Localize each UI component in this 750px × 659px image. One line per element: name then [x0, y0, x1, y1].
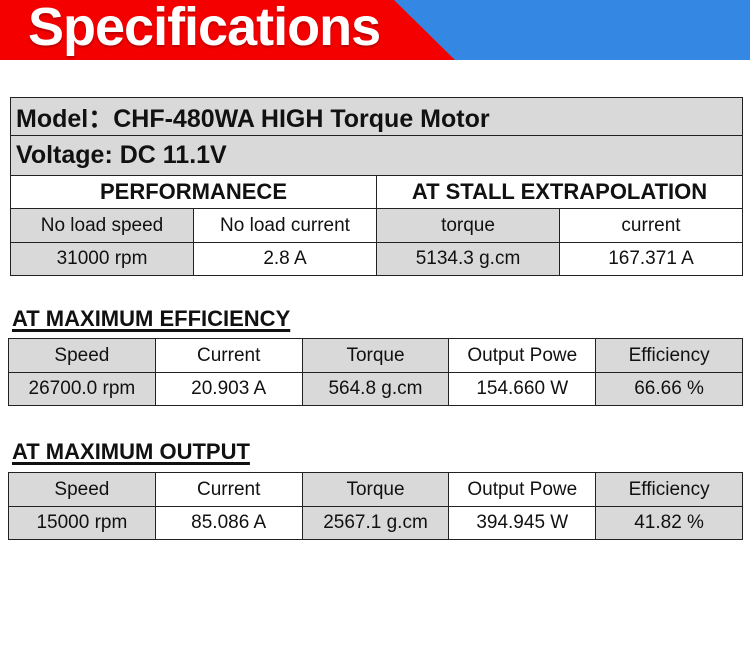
header-cell: Torque	[301, 472, 450, 507]
value-stall-current: 167.371 A	[559, 242, 743, 276]
max-output-table: Speed Current Torque Output Powe Efficie…	[8, 472, 743, 540]
label-no-load-speed: No load speed	[10, 208, 194, 243]
value-stall-torque: 5134.3 g.cm	[376, 242, 560, 276]
value-cell: 41.82 %	[595, 506, 743, 540]
model-cell: Model：CHF-480WA HIGH Torque Motor	[10, 97, 743, 136]
value-cell: 15000 rpm	[8, 506, 156, 540]
header-cell: Current	[154, 338, 303, 373]
header-cell: Speed	[8, 472, 156, 507]
header-cell: Torque	[301, 338, 450, 373]
banner: Specifications	[0, 0, 750, 60]
performance-header: PERFORMANECE	[10, 175, 377, 209]
banner-title: Specifications	[28, 0, 381, 57]
label-no-load-current: No load current	[193, 208, 377, 243]
value-no-load-speed: 31000 rpm	[10, 242, 194, 276]
voltage-cell: Voltage: DC 11.1V	[10, 135, 743, 176]
stall-header: AT STALL EXTRAPOLATION	[376, 175, 743, 209]
header-cell: Speed	[8, 338, 156, 373]
value-cell: 394.945 W	[448, 506, 597, 540]
header-cell: Current	[154, 472, 303, 507]
value-no-load-current: 2.8 A	[193, 242, 377, 276]
value-cell: 154.660 W	[448, 372, 597, 406]
value-cell: 2567.1 g.cm	[301, 506, 450, 540]
value-cell: 85.086 A	[154, 506, 303, 540]
max-efficiency-title: AT MAXIMUM EFFICIENCY	[12, 306, 291, 331]
max-efficiency-table: Speed Current Torque Output Powe Efficie…	[8, 338, 743, 406]
value-cell: 20.903 A	[154, 372, 303, 406]
value-cell: 66.66 %	[595, 372, 743, 406]
header-cell: Output Powe	[448, 472, 597, 507]
spec-table: Model：CHF-480WA HIGH Torque Motor Voltag…	[10, 97, 743, 276]
value-cell: 26700.0 rpm	[8, 372, 156, 406]
label-stall-current: current	[559, 208, 743, 243]
header-cell: Efficiency	[595, 338, 743, 373]
max-output-title: AT MAXIMUM OUTPUT	[12, 439, 250, 464]
banner-red-stripe	[0, 0, 455, 60]
label-stall-torque: torque	[376, 208, 560, 243]
header-cell: Output Powe	[448, 338, 597, 373]
header-cell: Efficiency	[595, 472, 743, 507]
value-cell: 564.8 g.cm	[301, 372, 450, 406]
